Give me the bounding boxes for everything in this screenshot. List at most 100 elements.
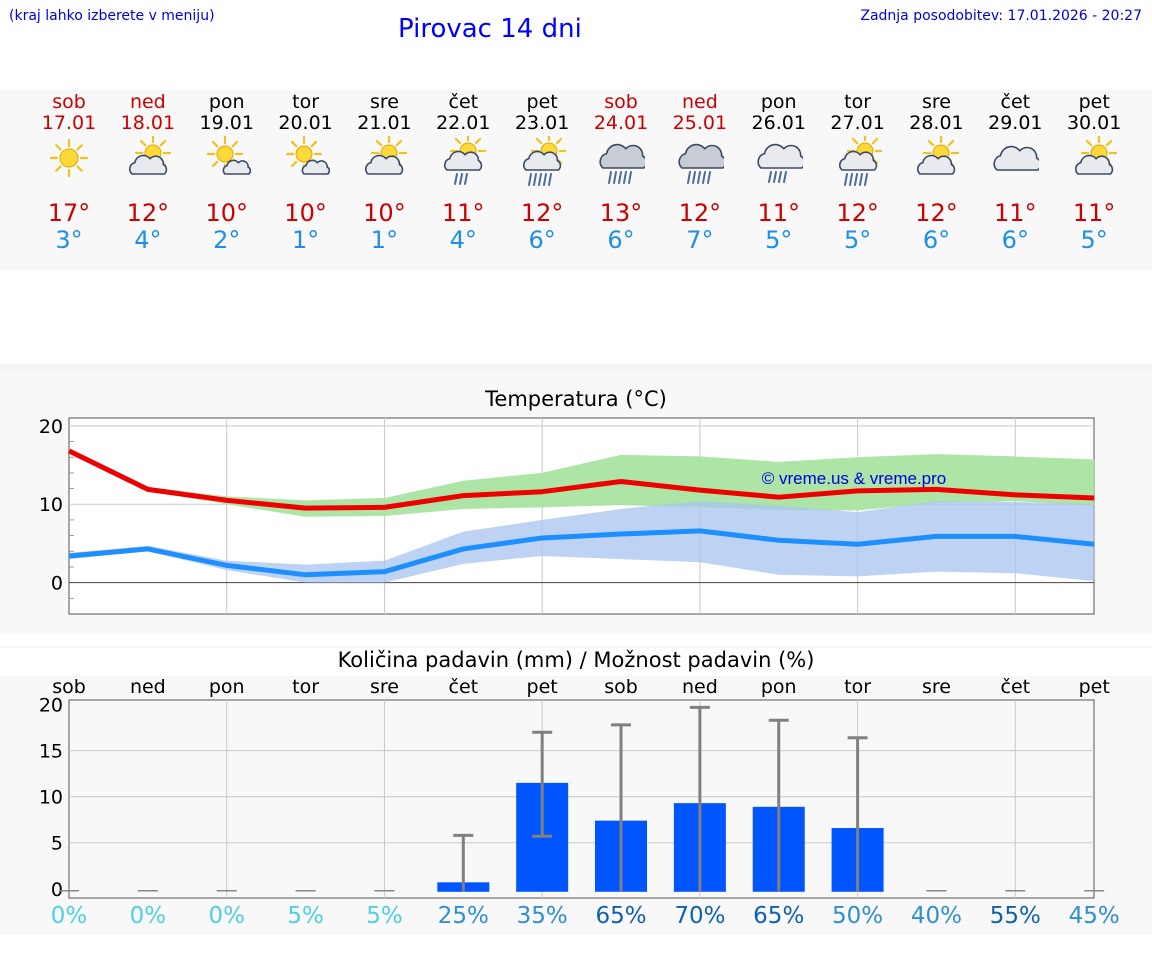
day-date: 25.01	[672, 112, 728, 134]
precip-probability: 0%	[208, 903, 245, 929]
precip-probability: 35%	[516, 903, 568, 929]
sun-cloud-light-rain-icon	[444, 136, 487, 185]
min-range-band	[69, 501, 1095, 583]
precip-probability: 45%	[1068, 903, 1120, 929]
temp-min: 6°	[607, 226, 635, 254]
precip-day-label: tor	[292, 676, 320, 698]
cloud-rain-icon	[678, 143, 724, 184]
sun-small-cloud-icon	[285, 136, 330, 175]
y-tick-label: 0	[51, 879, 63, 901]
precip-probability: 65%	[595, 903, 647, 929]
temp-min: 1°	[370, 226, 399, 254]
temp-max: 11°	[442, 199, 485, 227]
day-name: sre	[921, 91, 951, 113]
forecast-day: sob 24.01 13° 6°	[581, 90, 661, 270]
day-date: 22.01	[436, 112, 491, 134]
temp-max: 11°	[757, 199, 800, 227]
temp-min: 2°	[213, 226, 241, 254]
day-date: 26.01	[751, 112, 806, 134]
sun-cloud-rain-icon	[523, 136, 567, 186]
day-name: tor	[844, 91, 872, 113]
temperature-chart: 0 10 20 © vreme.us & vreme.pro	[39, 416, 1095, 615]
day-name: pet	[526, 91, 558, 113]
cloud-rain-icon	[599, 143, 646, 184]
temp-max: 11°	[1072, 199, 1116, 227]
forecast-day: pon 19.01 10° 2°	[187, 90, 267, 270]
forecast-strip	[0, 90, 1152, 270]
precip-probability: 50%	[832, 903, 884, 929]
precip-probability: 0%	[50, 903, 88, 929]
precip-day-label: pon	[760, 676, 797, 698]
cloudy-icon	[993, 145, 1040, 171]
precip-probability: 70%	[674, 903, 726, 929]
partly-cloudy-icon	[365, 136, 408, 175]
temp-min: 4°	[134, 226, 162, 254]
precip-day-label: tor	[844, 676, 872, 698]
forecast-day: pon 26.01 11° 5°	[739, 90, 819, 270]
precip-day-label: sob	[604, 676, 638, 698]
precip-day-label: pet	[1078, 676, 1110, 698]
temp-max: 10°	[284, 199, 327, 227]
precip-day-label: sre	[369, 676, 399, 698]
temp-min: 6°	[1001, 226, 1029, 254]
forecast-day: tor 20.01 10° 1°	[266, 90, 346, 270]
page-title: Pirovac 14 dni	[398, 14, 582, 44]
temp-max: 12°	[836, 199, 879, 227]
temp-max: 12°	[520, 199, 564, 227]
precip-probability: 55%	[989, 903, 1041, 929]
day-date: 27.01	[830, 112, 885, 134]
temp-max: 10°	[205, 199, 248, 227]
forecast-day: čet 22.01 11° 4°	[423, 90, 503, 270]
day-name: pon	[208, 91, 245, 113]
precip-probability: 40%	[910, 903, 963, 929]
precip-day-label: čet	[1000, 676, 1031, 698]
day-date: 21.01	[357, 112, 412, 134]
day-date: 18.01	[120, 112, 176, 134]
max-range-band	[69, 449, 1095, 517]
precip-probability: 0%	[129, 903, 167, 929]
y-tick-label: 15	[39, 741, 63, 763]
temp-max: 12°	[915, 199, 958, 227]
precipitation-chart: 0 5 10 15 20	[39, 695, 1105, 901]
precip-probability: 5%	[287, 903, 324, 929]
precip-day-label: ned	[681, 676, 718, 698]
forecast-day: tor 27.01 12° 5°	[818, 90, 898, 270]
precip-day-label: ned	[129, 676, 166, 698]
day-name: čet	[448, 91, 479, 113]
sunny-icon	[49, 138, 89, 178]
sun-small-cloud-icon	[206, 136, 251, 175]
temperature-chart-title: Temperatura (°C)	[485, 387, 667, 411]
y-tick-label: 10	[39, 494, 63, 516]
temp-max: 10°	[363, 199, 406, 227]
forecast-day: čet 29.01 11° 6°	[975, 90, 1055, 270]
day-name: pon	[760, 91, 797, 113]
temp-max: 13°	[599, 199, 643, 227]
precip-day-label: čet	[448, 676, 479, 698]
day-date: 19.01	[199, 112, 254, 134]
day-date: 24.01	[593, 112, 649, 134]
temp-max: 12°	[678, 199, 722, 227]
day-name: tor	[292, 91, 320, 113]
day-name: čet	[1000, 91, 1031, 113]
region-hint-link[interactable]: (kraj lahko izberete v meniju)	[9, 8, 215, 24]
temp-min: 7°	[686, 226, 714, 254]
y-tick-label: 0	[51, 573, 63, 595]
temp-min: 3°	[55, 226, 83, 254]
precip-probability: 65%	[753, 903, 805, 929]
precip-day-label: pon	[208, 676, 245, 698]
min-temp-line	[68, 528, 1095, 578]
temp-min: 5°	[1080, 226, 1108, 254]
partly-cloudy-icon	[917, 136, 960, 175]
forecast-day: sob 17.01 17° 3°	[29, 90, 109, 270]
day-date: 30.01	[1066, 112, 1122, 134]
temp-min: 5°	[843, 226, 872, 254]
day-date: 29.01	[988, 112, 1043, 134]
y-tick-label: 10	[39, 787, 63, 809]
forecast-day: ned 25.01 12° 7°	[660, 90, 740, 270]
day-date: 23.01	[514, 112, 570, 134]
day-name: sob	[604, 91, 638, 113]
day-name: ned	[681, 91, 718, 113]
precip-day-label: pet	[526, 676, 558, 698]
section-divider	[0, 364, 1152, 372]
watermark: © vreme.us & vreme.pro	[762, 469, 946, 488]
